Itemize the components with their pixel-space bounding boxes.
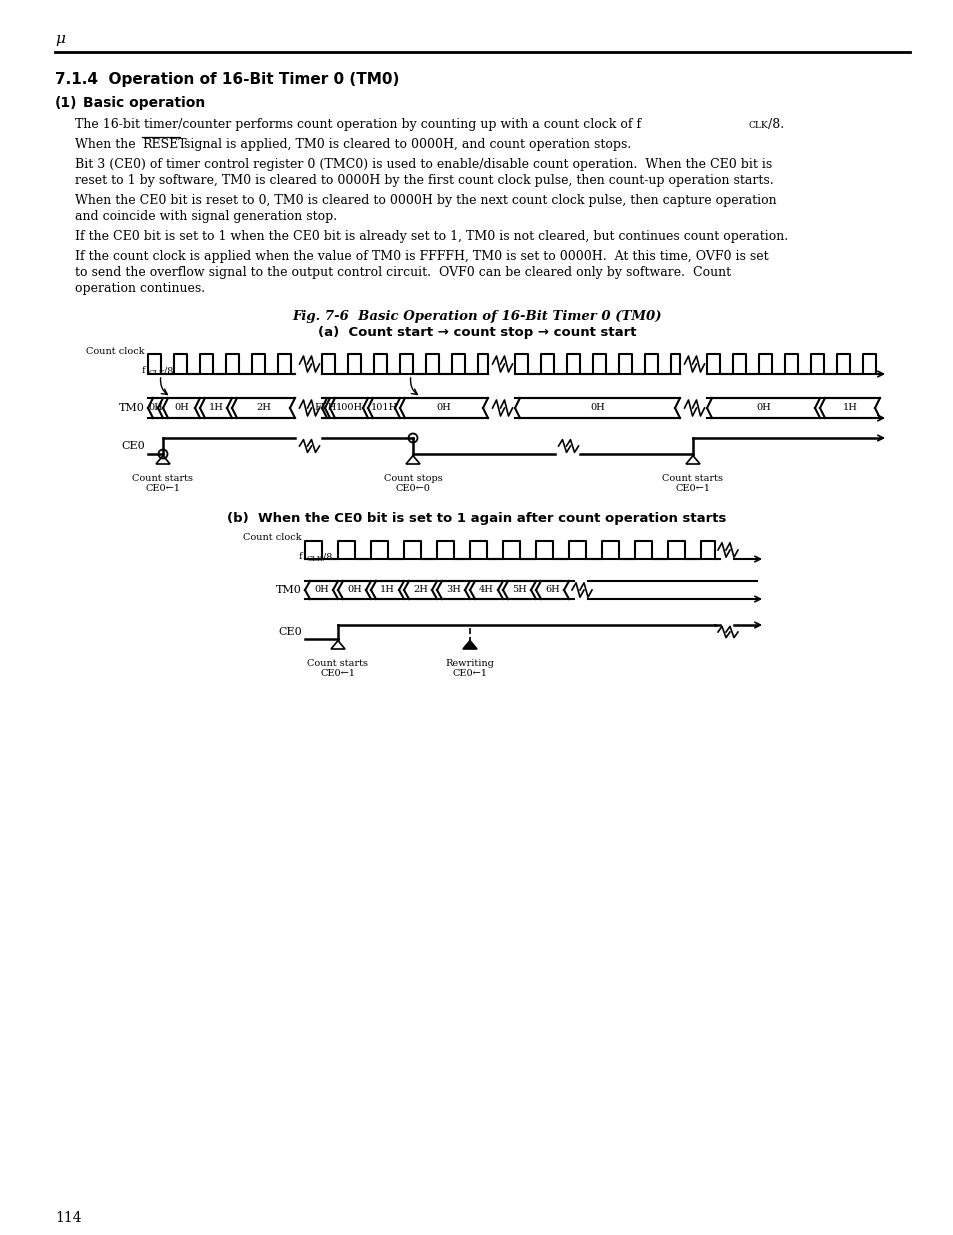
Text: (b)  When the CE0 bit is set to 1 again after count operation starts: (b) When the CE0 bit is set to 1 again a… <box>227 513 726 525</box>
Text: operation continues.: operation continues. <box>75 282 205 295</box>
Text: The 16-bit timer/counter performs count operation by counting up with a count cl: The 16-bit timer/counter performs count … <box>75 119 640 131</box>
Text: CE0: CE0 <box>278 627 302 637</box>
Text: Count starts: Count starts <box>132 474 193 483</box>
Text: TM0: TM0 <box>275 585 302 595</box>
Text: If the CE0 bit is set to 1 when the CE0 bit is already set to 1, TM0 is not clea: If the CE0 bit is set to 1 when the CE0 … <box>75 230 787 243</box>
Polygon shape <box>462 641 476 650</box>
Text: and coincide with signal generation stop.: and coincide with signal generation stop… <box>75 210 336 224</box>
Text: When the CE0 bit is reset to 0, TM0 is cleared to 0000H by the next count clock : When the CE0 bit is reset to 0, TM0 is c… <box>75 194 776 207</box>
Text: Count starts: Count starts <box>661 474 722 483</box>
Text: CE0←1: CE0←1 <box>675 484 710 493</box>
Text: If the count clock is applied when the value of TM0 is FFFFH, TM0 is set to 0000: If the count clock is applied when the v… <box>75 249 768 263</box>
Text: /8.: /8. <box>767 119 783 131</box>
Text: f: f <box>298 552 302 561</box>
Text: signal is applied, TM0 is cleared to 0000H, and count operation stops.: signal is applied, TM0 is cleared to 000… <box>180 138 631 151</box>
Text: 1H: 1H <box>841 404 857 412</box>
Text: CE0←1: CE0←1 <box>452 669 487 678</box>
Text: CLK: CLK <box>149 369 165 377</box>
Text: to send the overflow signal to the output control circuit.  OVF0 can be cleared : to send the overflow signal to the outpu… <box>75 266 730 279</box>
Text: 2H: 2H <box>413 585 428 594</box>
Text: Count starts: Count starts <box>307 659 368 668</box>
Text: Count stops: Count stops <box>383 474 442 483</box>
Text: 7.1.4  Operation of 16-Bit Timer 0 (TM0): 7.1.4 Operation of 16-Bit Timer 0 (TM0) <box>55 72 399 86</box>
Text: TM0: TM0 <box>119 403 145 412</box>
Text: f: f <box>141 366 145 375</box>
Text: (a)  Count start → count stop → count start: (a) Count start → count stop → count sta… <box>317 326 636 338</box>
Text: CE0←1: CE0←1 <box>320 669 355 678</box>
Text: When the: When the <box>75 138 139 151</box>
Text: /8: /8 <box>323 552 332 561</box>
Text: Rewriting: Rewriting <box>445 659 494 668</box>
Text: 1H: 1H <box>379 585 395 594</box>
Text: 101H: 101H <box>370 404 397 412</box>
Text: μ: μ <box>55 32 65 46</box>
Text: CE0: CE0 <box>121 441 145 451</box>
Text: 6H: 6H <box>544 585 559 594</box>
Text: CE0←0: CE0←0 <box>395 484 430 493</box>
Text: CLK: CLK <box>307 555 323 563</box>
Text: reset to 1 by software, TM0 is cleared to 0000H by the first count clock pulse, : reset to 1 by software, TM0 is cleared t… <box>75 174 773 186</box>
Text: 114: 114 <box>55 1212 82 1225</box>
Text: 0H: 0H <box>148 404 163 412</box>
Text: CLK: CLK <box>748 121 768 130</box>
Text: 5H: 5H <box>512 585 526 594</box>
Text: /8: /8 <box>164 366 173 375</box>
Text: 3H: 3H <box>446 585 460 594</box>
Text: 0H: 0H <box>347 585 361 594</box>
Text: FFH: FFH <box>314 404 336 412</box>
Text: Basic operation: Basic operation <box>83 96 205 110</box>
Text: 4H: 4H <box>478 585 494 594</box>
Text: Bit 3 (CE0) of timer control register 0 (TMC0) is used to enable/disable count o: Bit 3 (CE0) of timer control register 0 … <box>75 158 771 170</box>
Text: Fig. 7-6  Basic Operation of 16-Bit Timer 0 (TM0): Fig. 7-6 Basic Operation of 16-Bit Timer… <box>292 310 661 324</box>
Text: 100H: 100H <box>335 404 362 412</box>
Text: 1H: 1H <box>209 404 223 412</box>
Text: CE0←1: CE0←1 <box>146 484 180 493</box>
Text: 0H: 0H <box>756 404 770 412</box>
Text: (1): (1) <box>55 96 77 110</box>
Text: Count clock: Count clock <box>243 534 302 542</box>
Text: 0H: 0H <box>436 404 451 412</box>
Text: 2H: 2H <box>255 404 271 412</box>
Text: 0H: 0H <box>314 585 329 594</box>
Text: Count clock: Count clock <box>87 347 145 356</box>
Text: 0H: 0H <box>174 404 189 412</box>
Text: 0H: 0H <box>590 404 604 412</box>
Text: RESET: RESET <box>142 138 187 151</box>
